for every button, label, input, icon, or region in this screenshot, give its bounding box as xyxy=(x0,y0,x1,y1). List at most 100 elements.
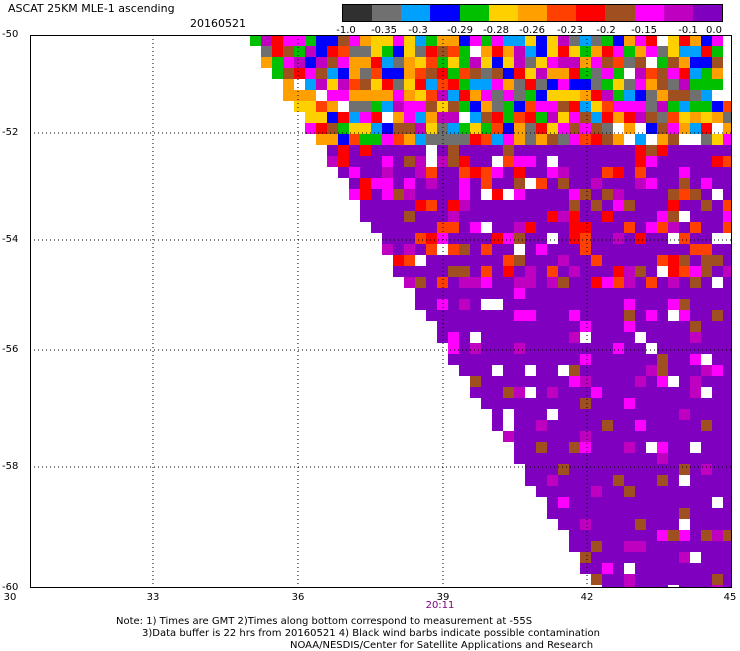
swath-cell xyxy=(569,475,580,486)
swath-cell xyxy=(525,475,536,486)
swath-cell xyxy=(525,68,536,79)
swath-cell xyxy=(701,420,712,431)
colorbar-segment xyxy=(576,5,606,21)
swath-cell xyxy=(668,409,679,420)
swath-cell xyxy=(459,288,470,299)
swath-cell xyxy=(558,376,569,387)
swath-cell xyxy=(613,35,624,46)
swath-cell xyxy=(437,299,448,310)
swath-cell xyxy=(525,266,536,277)
swath-cell xyxy=(448,354,459,365)
swath-cell xyxy=(503,68,514,79)
swath-cell xyxy=(646,255,657,266)
swath-cell xyxy=(712,57,723,68)
swath-cell xyxy=(646,343,657,354)
swath-cell xyxy=(525,156,536,167)
swath-cell xyxy=(525,145,536,156)
swath-cell xyxy=(679,189,690,200)
swath-cell xyxy=(415,200,426,211)
swath-cell xyxy=(712,156,723,167)
swath-cell xyxy=(503,365,514,376)
swath-cell xyxy=(624,222,635,233)
swath-cell xyxy=(415,255,426,266)
swath-cell xyxy=(712,68,723,79)
colorbar-segment xyxy=(634,5,664,21)
swath-cell xyxy=(569,211,580,222)
swath-cell xyxy=(580,167,591,178)
swath-map xyxy=(30,35,732,588)
swath-cell xyxy=(602,90,613,101)
swath-cell xyxy=(723,563,732,574)
swath-cell xyxy=(646,310,657,321)
swath-cell xyxy=(382,46,393,57)
swath-cell xyxy=(569,57,580,68)
swath-cell xyxy=(437,68,448,79)
swath-cell xyxy=(591,486,602,497)
swath-cell xyxy=(646,101,657,112)
swath-cell xyxy=(360,178,371,189)
swath-cell xyxy=(349,178,360,189)
swath-cell xyxy=(690,123,701,134)
swath-cell xyxy=(624,585,635,588)
swath-cell xyxy=(701,57,712,68)
swath-cell xyxy=(602,376,613,387)
swath-cell xyxy=(569,156,580,167)
swath-cell xyxy=(525,332,536,343)
swath-cell xyxy=(327,79,338,90)
swath-cell xyxy=(657,453,668,464)
swath-cell xyxy=(514,299,525,310)
swath-cell xyxy=(459,145,470,156)
swath-cell xyxy=(459,35,470,46)
swath-cell xyxy=(657,145,668,156)
swath-cell xyxy=(613,398,624,409)
swath-cell xyxy=(613,354,624,365)
swath-cell xyxy=(624,255,635,266)
colorbar-segment xyxy=(663,5,693,21)
swath-cell xyxy=(415,123,426,134)
swath-cell xyxy=(558,189,569,200)
swath-cell xyxy=(492,123,503,134)
swath-cell xyxy=(701,46,712,57)
swath-cell xyxy=(492,211,503,222)
swath-cell xyxy=(646,563,657,574)
swath-cell xyxy=(437,123,448,134)
colorbar-segment xyxy=(488,5,518,21)
swath-cell xyxy=(470,101,481,112)
swath-cell xyxy=(712,574,723,585)
swath-cell xyxy=(481,79,492,90)
swath-cell xyxy=(371,222,382,233)
swath-cell xyxy=(371,112,382,123)
swath-cell xyxy=(690,343,701,354)
swath-cell xyxy=(349,57,360,68)
swath-cell xyxy=(635,321,646,332)
swath-cell xyxy=(569,233,580,244)
swath-cell xyxy=(349,79,360,90)
swath-cell xyxy=(272,46,283,57)
swath-cell xyxy=(371,68,382,79)
swath-cell xyxy=(613,68,624,79)
swath-cell xyxy=(459,354,470,365)
swath-cell xyxy=(459,46,470,57)
colorbar-tick-label: -0.1 xyxy=(678,25,698,36)
swath-cell xyxy=(404,134,415,145)
swath-cell xyxy=(459,134,470,145)
swath-cell xyxy=(723,574,732,585)
swath-cell xyxy=(514,453,525,464)
swath-cell xyxy=(679,332,690,343)
swath-cell xyxy=(591,189,602,200)
swath-cell xyxy=(690,46,701,57)
swath-cell xyxy=(602,266,613,277)
swath-cell xyxy=(679,222,690,233)
swath-cell xyxy=(514,90,525,101)
swath-cell xyxy=(338,35,349,46)
swath-cell xyxy=(459,123,470,134)
swath-cell xyxy=(679,244,690,255)
swath-cell xyxy=(701,497,712,508)
swath-cell xyxy=(514,57,525,68)
swath-cell xyxy=(426,167,437,178)
swath-cell xyxy=(591,112,602,123)
swath-cell xyxy=(371,79,382,90)
swath-cell xyxy=(503,233,514,244)
swath-cell xyxy=(459,233,470,244)
swath-cell xyxy=(536,200,547,211)
